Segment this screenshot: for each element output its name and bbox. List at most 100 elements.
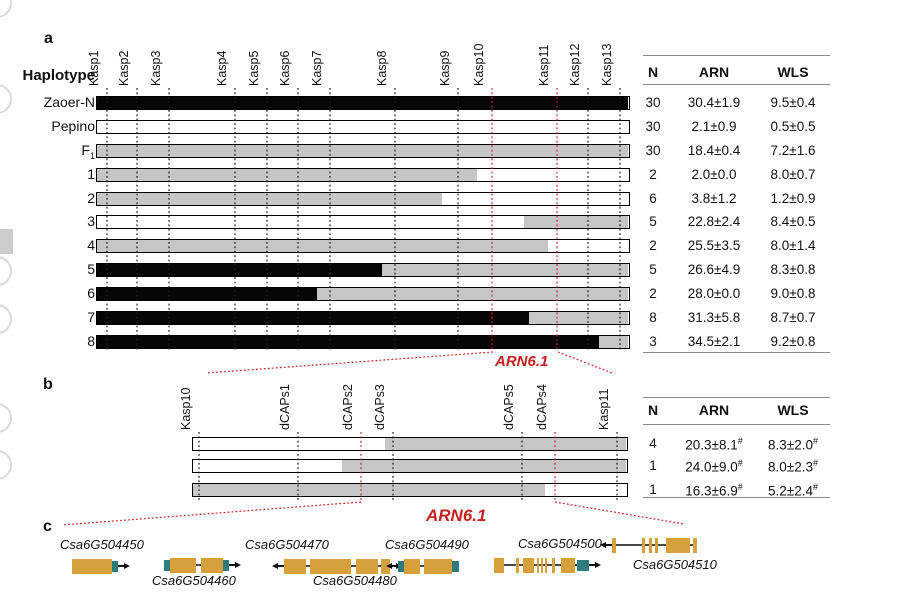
marker-label-kasp13: Kasp13	[600, 43, 614, 86]
exon-block	[327, 558, 351, 574]
strand-arrow-line	[229, 564, 235, 566]
utr-block	[398, 560, 404, 572]
haplotype-bar	[192, 459, 628, 473]
exon-block	[666, 537, 690, 553]
strand-arrow-line	[606, 544, 612, 546]
bar-segment-black	[97, 312, 529, 324]
strand-arrow-left-icon	[272, 563, 278, 569]
table-cell-wls: 8.7±0.7	[770, 310, 816, 325]
bar-segment-white	[193, 460, 342, 472]
haplotype-bar	[96, 311, 630, 325]
edge-circle-artifact	[0, 450, 12, 480]
gene-label-csa6g504470: Csa6G504470	[245, 537, 329, 552]
utr-block	[112, 560, 118, 572]
strand-arrow-line	[278, 565, 284, 567]
exon-block	[526, 557, 534, 573]
exon-thin	[655, 537, 658, 553]
gene-label-csa6g504480: Csa6G504480	[313, 573, 397, 588]
intron-line	[690, 544, 693, 546]
bar-segment-gray	[528, 312, 628, 324]
table-cell-wls: 9.0±0.8	[770, 286, 816, 301]
gene-label-csa6g504460: Csa6G504460	[152, 573, 236, 588]
haplotype-bar	[96, 287, 630, 301]
haplotype-bar	[96, 144, 630, 158]
marker-label-dcaps5: dCAPs5	[502, 384, 516, 430]
table-cell-wls: 9.5±0.4	[770, 95, 816, 110]
marker-label-kasp11: Kasp11	[597, 388, 611, 430]
intron-line	[378, 565, 381, 567]
marker-label-kasp2: Kasp2	[117, 50, 131, 86]
exon-block	[201, 557, 223, 573]
table-header-arn: ARN	[698, 64, 730, 80]
haplotype-bar	[96, 192, 630, 206]
exon-block	[170, 557, 196, 573]
table-header-wls: WLS	[777, 402, 809, 418]
bar-segment-white	[97, 121, 628, 133]
table-cell-wls: 8.3±2.0#	[768, 436, 818, 453]
bar-segment-black	[97, 264, 383, 276]
table-header-n: N	[647, 402, 659, 418]
haplotype-column-header: Haplotype	[22, 67, 95, 84]
gene-model-csa6g504510	[494, 557, 601, 573]
exon-block	[72, 558, 112, 574]
table-cell-n: 4	[649, 436, 657, 451]
table-cell-wls: 8.0±0.7	[770, 167, 816, 182]
haplotype-bar	[96, 215, 630, 229]
haplotype-bar	[96, 120, 630, 134]
table-cell-n: 30	[645, 119, 661, 134]
haplotype-row-label: 1	[87, 166, 95, 182]
table-cell-arn: 28.0±0.0	[687, 286, 741, 301]
table-cell-arn: 2.0±0.0	[691, 167, 737, 182]
marker-label-kasp8: Kasp8	[375, 50, 389, 86]
edge-circle-artifact	[0, 0, 12, 18]
strand-arrow-left-icon	[386, 563, 392, 569]
marker-label-kasp10: Kasp10	[472, 43, 486, 86]
table-rule	[643, 397, 830, 399]
haplotype-row-label: F1	[81, 142, 95, 161]
intron-line	[616, 544, 642, 546]
table-cell-n: 30	[645, 143, 661, 158]
utr-block	[164, 559, 170, 571]
bar-segment-gray	[384, 438, 626, 450]
bar-segment-gray	[97, 240, 549, 252]
marker-label-kasp9: Kasp9	[438, 50, 452, 86]
exon-thin	[552, 557, 555, 573]
exon-thin	[537, 557, 539, 573]
table-cell-n: 2	[649, 238, 657, 253]
table-cell-arn: 26.6±4.9	[687, 262, 741, 277]
haplotype-row-label: 7	[87, 309, 95, 325]
marker-label-dcaps2: dCAPs2	[341, 384, 355, 430]
haplotype-bar	[96, 168, 630, 182]
marker-label-dcaps4: dCAPs4	[535, 384, 549, 430]
marker-label-kasp5: Kasp5	[247, 50, 261, 86]
exon-block	[404, 558, 420, 574]
bar-segment-black	[97, 336, 599, 348]
table-rule	[643, 352, 830, 354]
intron-line	[196, 564, 201, 566]
haplotype-row-label: Zaoer-N	[43, 94, 95, 110]
edge-circle-artifact	[0, 403, 12, 433]
table-cell-n: 5	[649, 262, 657, 277]
table-cell-arn: 31.3±5.8	[687, 310, 741, 325]
strand-arrow-right-icon	[235, 562, 241, 568]
bar-segment-gray	[382, 264, 628, 276]
table-cell-n: 5	[649, 214, 657, 229]
intron-line	[519, 564, 523, 566]
intron-line	[306, 565, 310, 567]
table-cell-arn: 30.4±1.9	[687, 95, 741, 110]
bar-segment-gray	[97, 145, 628, 157]
utr-block	[577, 559, 589, 571]
panel-c-letter: c	[43, 518, 52, 535]
table-rule	[643, 84, 830, 86]
table-header-n: N	[647, 64, 659, 80]
intron-line	[652, 544, 655, 546]
table-cell-wls: 8.0±1.4	[770, 238, 816, 253]
marker-label-dcaps1: dCAPs1	[278, 384, 292, 430]
exon-thin	[541, 557, 543, 573]
marker-label-kasp12: Kasp12	[568, 43, 582, 86]
strand-arrow-line	[392, 565, 398, 567]
exon-block	[494, 557, 504, 573]
bar-segment-white	[193, 438, 385, 450]
bar-segment-white	[548, 240, 628, 252]
bar-segment-gray	[598, 336, 628, 348]
